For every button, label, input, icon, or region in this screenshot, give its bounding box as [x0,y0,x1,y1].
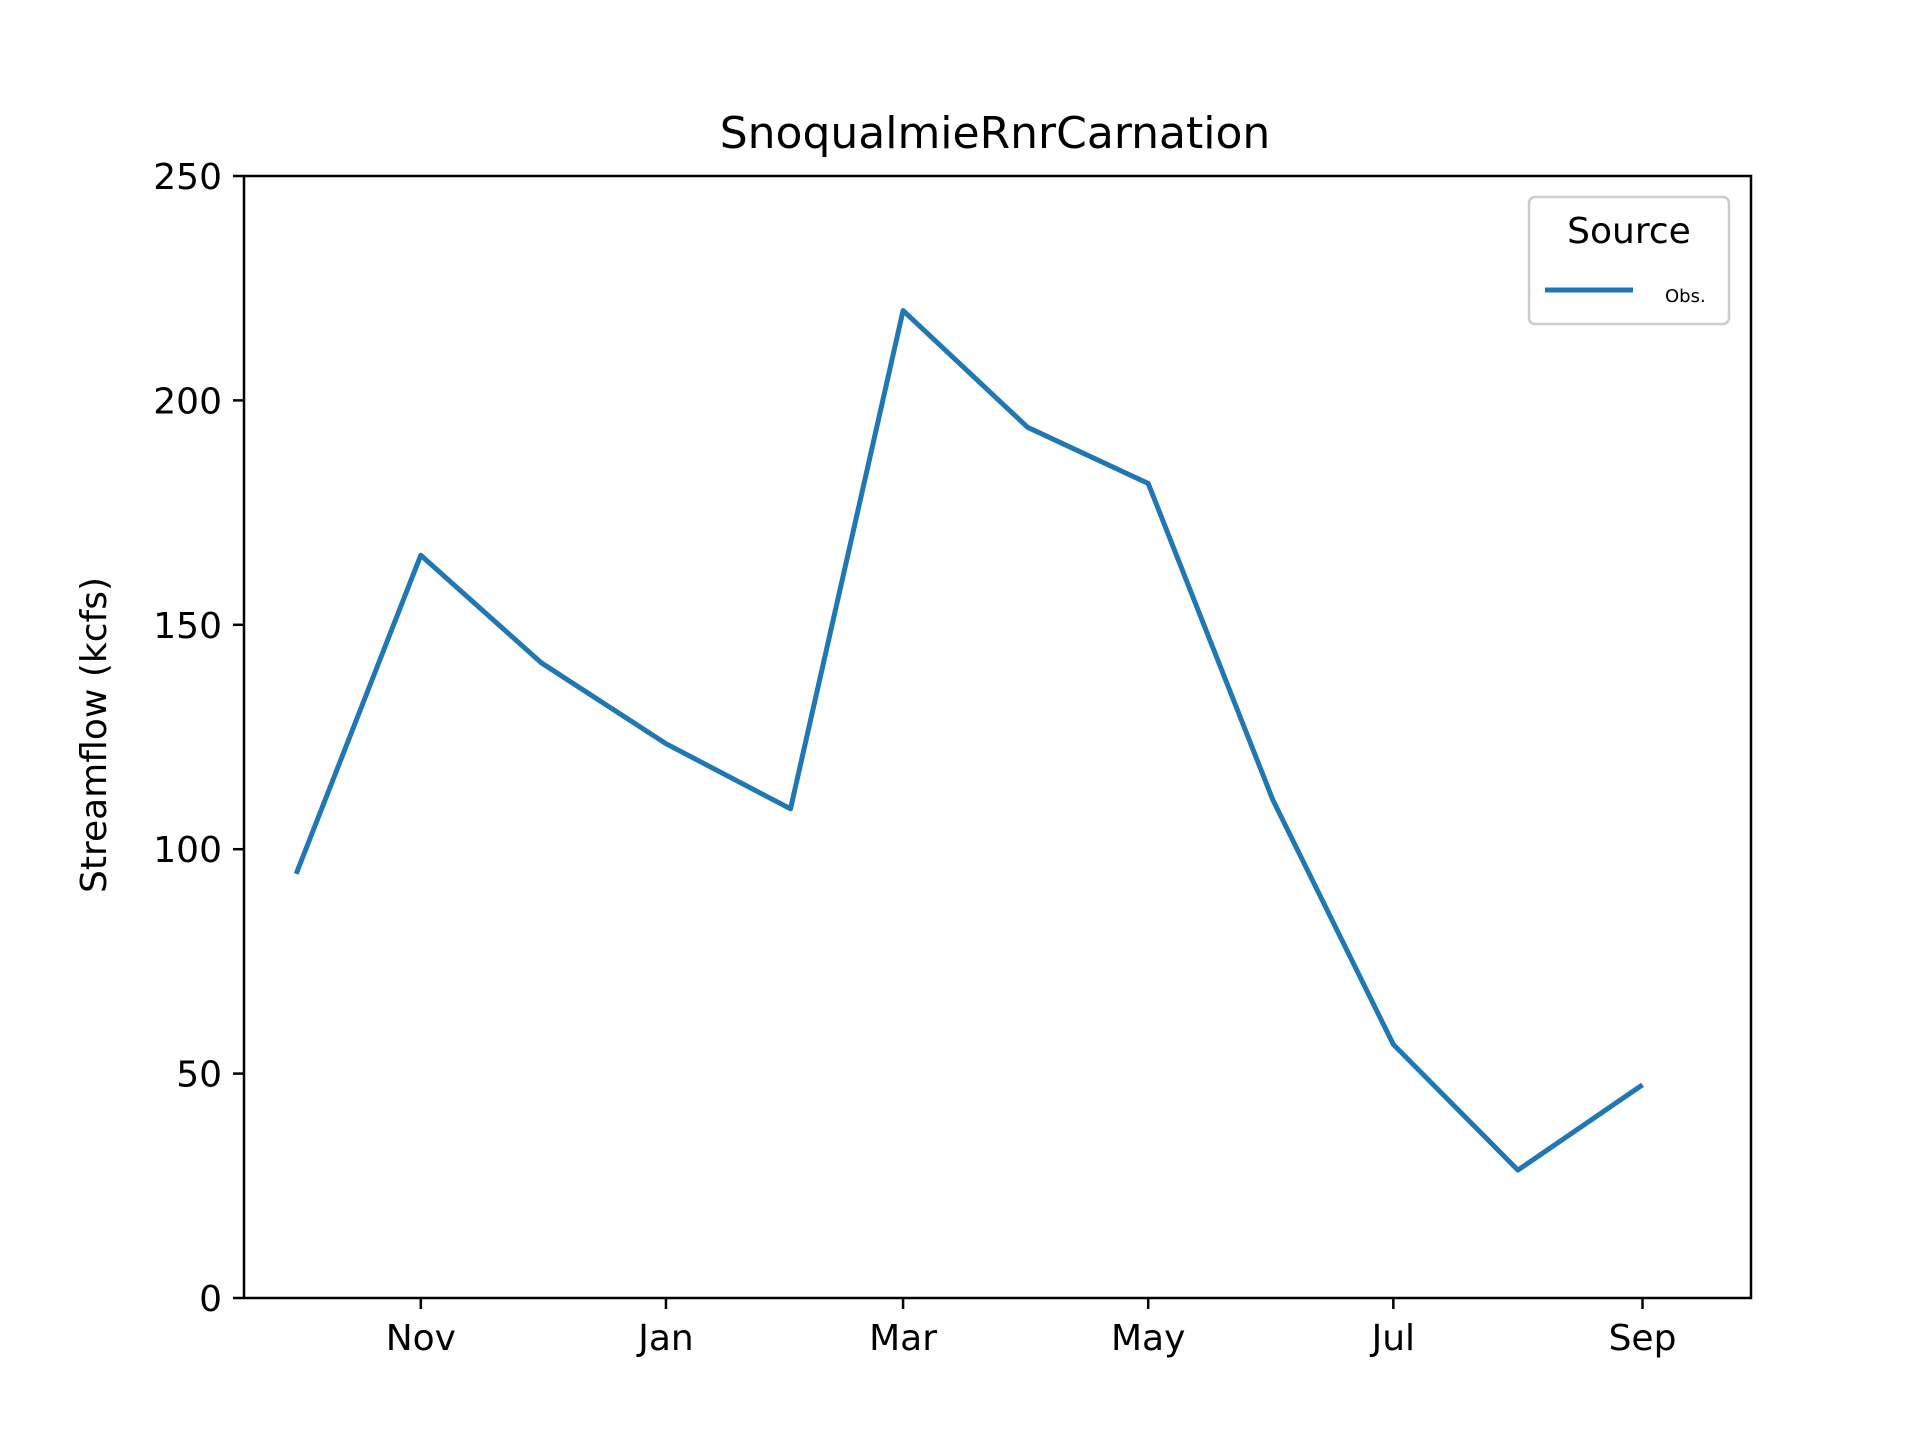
x-tick-label: Nov [386,1318,456,1359]
y-tick-label: 200 [153,381,222,422]
legend-title: Source [1567,211,1691,252]
x-tick-label: Sep [1609,1318,1677,1359]
y-tick-label: 0 [199,1279,222,1320]
y-tick-label: 50 [176,1055,222,1096]
chart-title: SnoqualmieRnrCarnation [720,108,1271,159]
y-tick-label: 250 [153,157,222,198]
y-axis-ticks: 0 50 100 150 200 250 [153,157,244,1320]
series-line-0 [293,308,1644,1173]
y-axis-label: Streamflow (kcfs) [74,577,115,893]
x-tick-label: Jul [1370,1318,1415,1359]
x-tick-label: Jan [636,1318,694,1359]
series-layer [293,308,1644,1173]
plot-area-frame [242,174,1753,1300]
x-axis-ticks: Nov Jan Mar May Jul Sep [386,1298,1677,1359]
legend-label-obs: Obs. [1665,286,1706,307]
x-tick-label: Mar [869,1318,937,1359]
x-tick-label: May [1111,1318,1185,1359]
legend: Source Obs. [1527,195,1731,326]
y-tick-label: 150 [153,606,222,647]
y-tick-label: 100 [153,830,222,871]
